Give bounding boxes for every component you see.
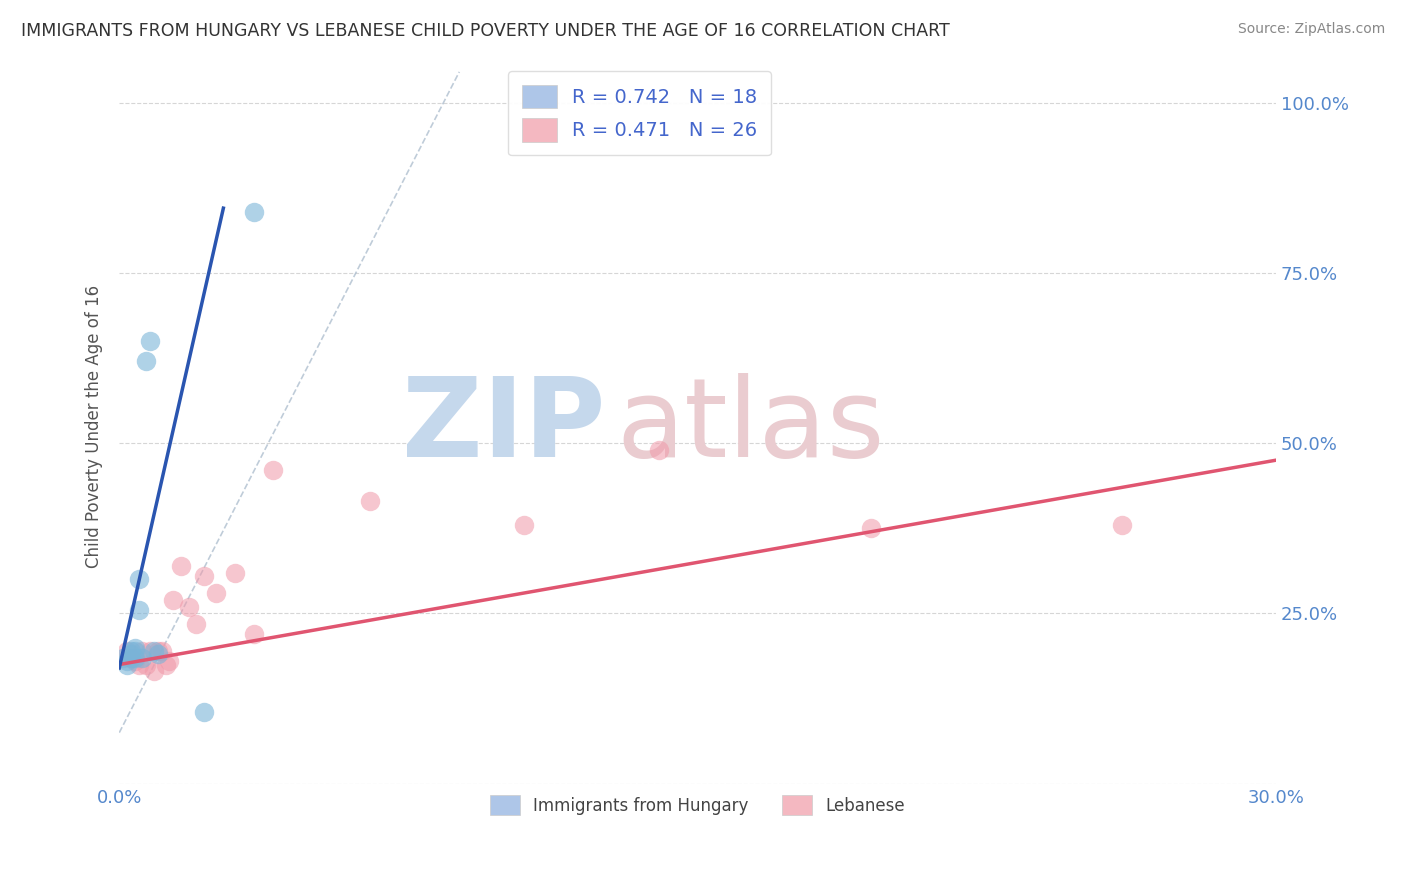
Y-axis label: Child Poverty Under the Age of 16: Child Poverty Under the Age of 16 <box>86 285 103 567</box>
Legend: Immigrants from Hungary, Lebanese: Immigrants from Hungary, Lebanese <box>479 785 915 825</box>
Text: Source: ZipAtlas.com: Source: ZipAtlas.com <box>1237 22 1385 37</box>
Text: IMMIGRANTS FROM HUNGARY VS LEBANESE CHILD POVERTY UNDER THE AGE OF 16 CORRELATIO: IMMIGRANTS FROM HUNGARY VS LEBANESE CHIL… <box>21 22 950 40</box>
Text: ZIP: ZIP <box>402 373 605 480</box>
Text: atlas: atlas <box>617 373 886 480</box>
